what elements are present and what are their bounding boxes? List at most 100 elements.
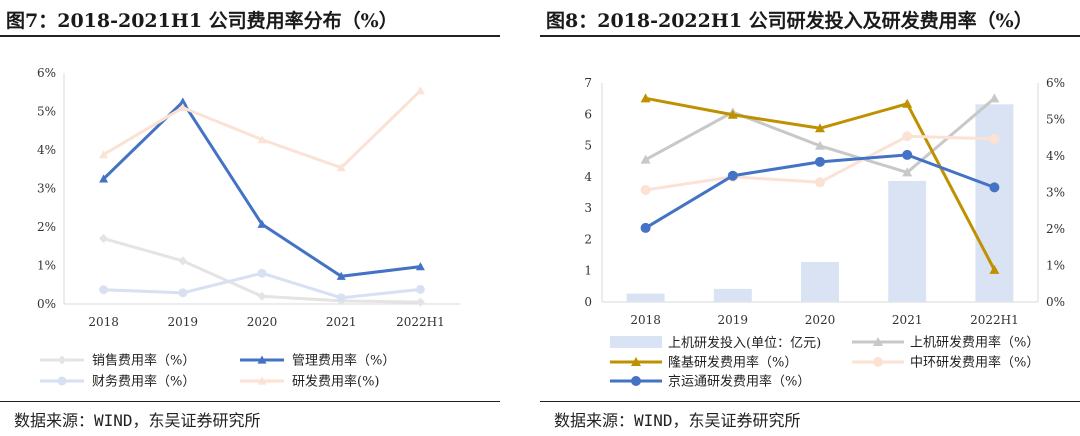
series-triangle (99, 97, 425, 280)
x-tick-label: 2022H1 (970, 313, 1019, 327)
y-left-tick-label: 4 (584, 170, 592, 184)
y-right-tick-label: 0% (1046, 295, 1065, 309)
data-point (178, 97, 188, 106)
legend-item: 研发费用率(%) (240, 374, 380, 390)
y-right-tick-label: 1% (1046, 259, 1065, 273)
data-point (415, 262, 425, 271)
data-point (336, 271, 346, 280)
line-series (640, 149, 1000, 233)
legend-label: 研发费用率(%) (292, 374, 380, 390)
legend-label: 管理费用率（%） (292, 353, 395, 369)
legend-marker (873, 337, 883, 346)
legend-item: 管理费用率（%） (240, 353, 395, 369)
y-tick-label: 3% (37, 182, 56, 196)
chart-panel-expense-ratios: 图7：2018-2021H1 公司费用率分布（%） 0% 1% 2% 3% 4% 5% 6%… (0, 0, 520, 436)
x-tick-label: 2021 (326, 315, 357, 329)
legend-item: 销售费用率（%） (40, 353, 195, 369)
source-note: 数据来源：WIND，东吴证券研究所 (14, 411, 261, 430)
y-right-tick-label: 5% (1046, 113, 1065, 127)
footer-divider (0, 401, 500, 402)
series-circle (99, 268, 425, 303)
chart-title: 图8：2018-2022H1 公司研发投入及研发费用率（%） (546, 10, 1033, 32)
y-left-tick-label: 2 (584, 232, 592, 246)
bar (801, 261, 839, 302)
legend-label: 中环研发费用率（%） (910, 355, 1039, 371)
x-tick-label: 2019 (718, 313, 749, 327)
data-point (415, 297, 425, 307)
legend-item: 隆基研发费用率（%） (610, 355, 797, 371)
data-point (178, 256, 188, 266)
data-point (902, 167, 913, 177)
x-tick-label: 2022H1 (396, 315, 445, 329)
data-point (815, 177, 825, 188)
x-tick-label: 2021 (892, 313, 923, 327)
source-note: 数据来源：WIND，东吴证券研究所 (554, 411, 801, 430)
title-divider (540, 35, 1080, 37)
y-left-tick-label: 5 (584, 139, 592, 153)
chart-title: 图7：2018-2021H1 公司费用率分布（%） (6, 10, 398, 32)
data-point (415, 284, 425, 294)
data-point (257, 219, 267, 228)
x-tick-label: 2018 (88, 315, 119, 329)
legend-marker (873, 357, 883, 367)
legend-marker (257, 376, 267, 385)
y-tick-label: 1% (37, 259, 56, 273)
x-tick-label: 2020 (247, 315, 278, 329)
data-point (902, 149, 913, 160)
line-series (640, 93, 1000, 274)
data-point (178, 103, 188, 112)
legend-marker (57, 376, 67, 386)
data-point (99, 234, 109, 244)
data-point (257, 268, 267, 278)
title-divider (0, 35, 500, 37)
y-left-tick-label: 0 (584, 295, 592, 309)
chart-rd-investment: 0 1 2 3 4 5 6 7 0% 1% 2% 3% 4% 5% 6% 2018 2019 2020 2021 20… (584, 76, 1065, 390)
data-point (640, 222, 651, 233)
y-right-tick-label: 3% (1046, 186, 1065, 200)
data-point (257, 291, 267, 301)
data-point (815, 156, 825, 167)
legend-label: 财务费用率（%） (92, 374, 195, 390)
data-point (257, 135, 267, 144)
legend-item: 京运通研发费用率（%） (610, 374, 810, 390)
y-right-tick-label: 6% (1046, 76, 1065, 90)
legend-label: 京运通研发费用率（%） (668, 374, 810, 390)
x-tick-label: 2019 (168, 315, 199, 329)
legend-label: 上机研发投入(单位：亿元) (668, 335, 821, 351)
data-point (415, 86, 425, 95)
data-point (989, 182, 1000, 193)
y-tick-label: 5% (37, 105, 56, 119)
y-tick-label: 4% (37, 143, 56, 157)
legend-label: 隆基研发费用率（%） (668, 355, 797, 371)
legend-item: 中环研发费用率（%） (852, 355, 1039, 371)
data-point (902, 98, 913, 108)
data-point (727, 170, 738, 181)
data-point (99, 174, 109, 183)
y-left-tick-label: 3 (584, 201, 592, 215)
data-point (336, 293, 346, 303)
legend-marker (631, 376, 641, 386)
legend-marker (257, 355, 267, 364)
legend-marker (631, 357, 641, 366)
data-point (99, 285, 109, 295)
data-point (178, 288, 188, 298)
y-tick-label: 6% (37, 66, 56, 80)
legend-item: 上机研发投入(单位：亿元) (610, 335, 821, 351)
data-point (815, 123, 825, 133)
x-tick-label: 2020 (805, 313, 836, 327)
y-left-tick-label: 7 (584, 76, 592, 90)
data-point (902, 131, 913, 142)
legend-item: 上机研发费用率（%） (852, 335, 1039, 351)
data-point (640, 154, 651, 164)
legend-label: 销售费用率（%） (92, 353, 195, 369)
y-tick-label: 0% (37, 297, 56, 311)
data-point (989, 133, 1000, 144)
data-point (336, 163, 346, 172)
y-left-tick-label: 6 (584, 107, 592, 121)
y-right-tick-label: 4% (1046, 149, 1065, 163)
data-point (727, 109, 738, 119)
bar (626, 293, 665, 302)
y-right-tick-label: 2% (1046, 222, 1065, 236)
footer-divider (540, 401, 1080, 402)
